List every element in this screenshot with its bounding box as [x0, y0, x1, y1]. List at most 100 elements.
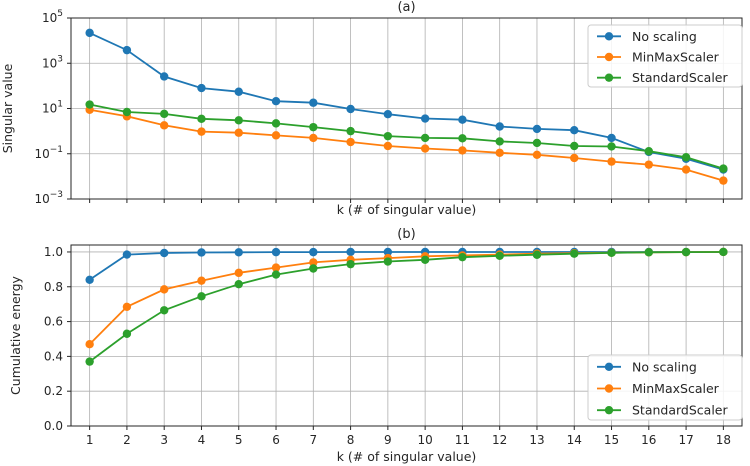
y-tick-label: 0.4	[44, 349, 63, 363]
data-point	[644, 160, 654, 169]
data-point	[383, 247, 393, 257]
y-axis-label: Cumulative energy	[8, 275, 23, 394]
y-tick-label: 105	[42, 9, 63, 25]
data-point	[197, 248, 206, 257]
data-point	[607, 142, 616, 151]
data-point	[607, 133, 616, 143]
data-point	[159, 109, 169, 119]
data-point	[644, 146, 654, 156]
legend-label: StandardScaler	[632, 403, 728, 418]
legend-marker	[604, 32, 614, 41]
data-point	[271, 263, 281, 272]
data-point	[271, 131, 281, 140]
x-tick-label: 2	[123, 433, 131, 447]
x-axis-label: k (# of singular value)	[337, 202, 477, 217]
legend-label: MinMaxScaler	[632, 50, 720, 65]
data-point	[346, 126, 355, 136]
x-tick-label: 6	[272, 433, 280, 447]
data-point	[271, 247, 281, 257]
data-point	[570, 141, 579, 151]
data-point	[495, 148, 504, 158]
data-point	[420, 133, 430, 143]
legend-label: MinMaxScaler	[632, 381, 720, 396]
y-tick-base: 10	[42, 56, 57, 70]
legend-box	[587, 354, 743, 421]
data-point	[122, 45, 132, 55]
data-point	[122, 329, 132, 338]
series-line	[88, 251, 724, 345]
data-point	[607, 157, 616, 166]
data-point	[197, 276, 206, 285]
data-point	[644, 248, 654, 257]
data-point	[197, 114, 206, 124]
data-point	[85, 275, 94, 285]
x-tick-label: 16	[641, 433, 656, 447]
legend-marker	[604, 384, 614, 393]
series-minmaxscaler	[85, 247, 728, 349]
y-tick-exponent: 5	[57, 9, 63, 19]
data-point	[271, 119, 281, 128]
x-tick-label: 17	[678, 433, 693, 447]
y-tick-label: 101	[42, 100, 63, 116]
data-point	[122, 250, 132, 259]
data-point	[719, 164, 728, 173]
y-tick-label: 0.2	[44, 384, 63, 398]
data-point	[532, 250, 542, 259]
data-point	[383, 131, 393, 141]
data-point	[346, 259, 355, 269]
data-point	[420, 114, 430, 123]
x-tick-label: 13	[529, 433, 544, 447]
data-point	[495, 137, 504, 146]
chart-b: 1 2 3 4 5 6 7 8 9 10 11 12 13 14 15 16 17 180.00.20.40.60…	[8, 227, 743, 464]
data-point	[346, 104, 355, 114]
legend-box	[587, 24, 743, 88]
y-tick-exponent: 3	[57, 54, 63, 64]
data-point	[346, 247, 355, 257]
series-minmaxscaler	[85, 105, 728, 185]
y-tick-label: 0.8	[44, 280, 63, 294]
data-point	[85, 28, 94, 38]
legend-marker	[604, 362, 614, 372]
legend: No scaling MinMaxScaler StandardScaler	[587, 354, 743, 421]
legend: No scaling MinMaxScaler StandardScaler	[587, 24, 743, 88]
data-point	[532, 150, 542, 159]
series-line	[89, 251, 724, 281]
data-point	[458, 252, 467, 262]
x-tick-label: 14	[567, 433, 582, 447]
y-tick-label: 0.6	[44, 315, 63, 329]
data-point	[197, 127, 206, 136]
x-axis-label: k (# of singular value)	[337, 449, 477, 464]
x-tick-label: 12	[492, 433, 507, 447]
data-point	[159, 121, 169, 130]
data-point	[309, 133, 318, 143]
data-point	[383, 109, 393, 119]
data-point	[458, 115, 467, 124]
data-point	[681, 247, 691, 257]
data-point	[309, 258, 318, 267]
y-tick-exponent: −3	[50, 190, 63, 200]
data-point	[197, 292, 206, 301]
axes-frame	[70, 244, 743, 427]
data-point	[234, 279, 243, 289]
series-line	[89, 251, 724, 363]
legend-label: No scaling	[632, 29, 697, 44]
y-tick-exponent: −1	[50, 145, 63, 155]
data-point	[681, 153, 691, 162]
data-point	[458, 146, 467, 155]
x-tick-label: 4	[198, 433, 206, 447]
x-tick-label: 1	[86, 433, 94, 447]
data-point	[570, 249, 579, 258]
data-point	[234, 116, 243, 125]
y-tick-label: 0.0	[44, 419, 63, 433]
data-point	[122, 107, 132, 117]
data-point	[309, 98, 318, 107]
data-point	[681, 165, 691, 174]
data-point	[159, 285, 169, 294]
data-point	[495, 122, 504, 131]
y-tick-exponent: 1	[57, 100, 63, 110]
data-point	[85, 340, 94, 349]
data-point	[607, 248, 616, 258]
chart-title: (b)	[397, 227, 415, 242]
